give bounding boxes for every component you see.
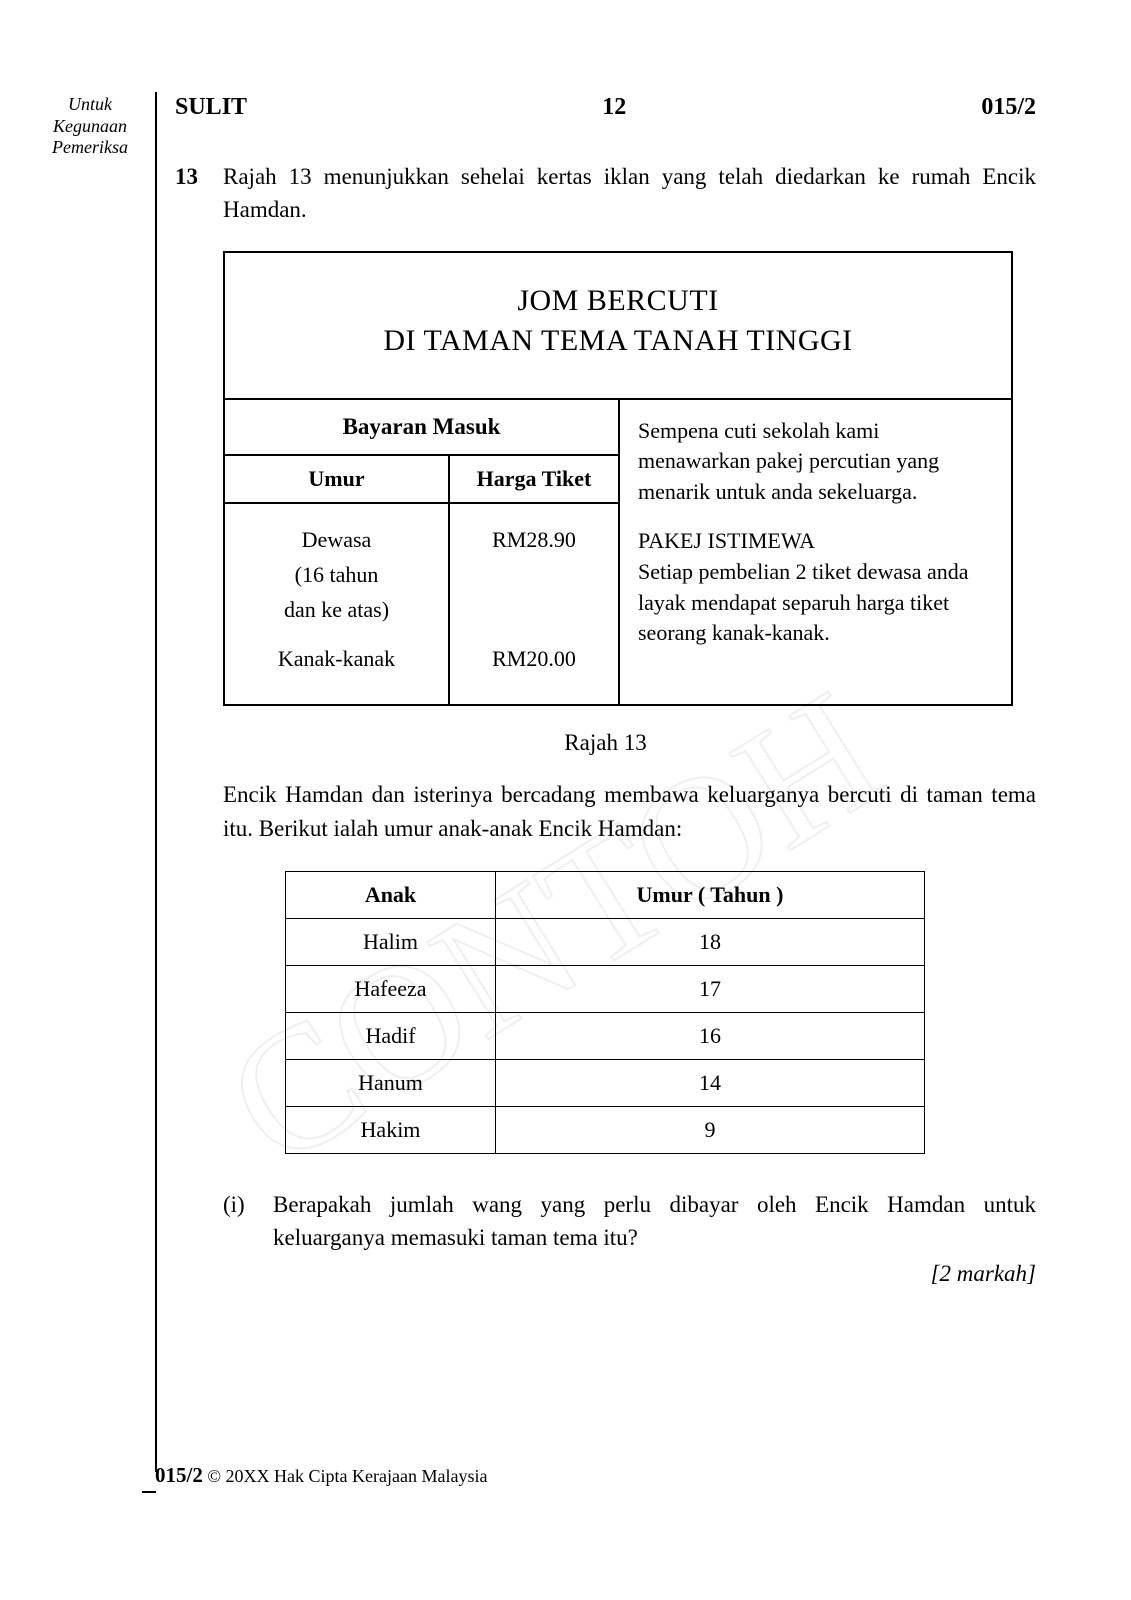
price-body: Dewasa (16 tahun dan ke atas) Kanak-kana… xyxy=(225,504,618,705)
col-umur-header: Umur xyxy=(225,456,450,502)
child-age: 14 xyxy=(496,1060,925,1107)
subq-text: Berapakah jumlah wang yang perlu dibayar… xyxy=(273,1188,1036,1255)
page-header: SULIT 12 015/2 xyxy=(175,94,1036,121)
flyer-title-line: JOM BERCUTI xyxy=(245,281,991,322)
paragraph-2: Encik Hamdan dan isterinya bercadang mem… xyxy=(223,778,1036,845)
figure-caption: Rajah 13 xyxy=(175,730,1036,756)
child-name: Hadif xyxy=(286,1013,496,1060)
dewasa-sub: dan ke atas) xyxy=(235,592,438,627)
col-umur-cells: Dewasa (16 tahun dan ke atas) Kanak-kana… xyxy=(225,504,450,705)
children-col-anak: Anak xyxy=(286,872,496,919)
child-name: Hakim xyxy=(286,1107,496,1154)
flyer-body: Bayaran Masuk Umur Harga Tiket Dewasa (1… xyxy=(225,398,1011,705)
dewasa-price: RM28.90 xyxy=(460,522,608,557)
page-footer: 015/2 © 20XX Hak Cipta Kerajaan Malaysia xyxy=(155,1463,487,1488)
margin-rule-tick xyxy=(142,1491,156,1493)
child-age: 17 xyxy=(496,966,925,1013)
col-harga-header: Harga Tiket xyxy=(450,456,618,502)
child-age: 16 xyxy=(496,1013,925,1060)
flyer-box: JOM BERCUTI DI TAMAN TEMA TANAH TINGGI B… xyxy=(223,251,1013,707)
table-row: Hakim9 xyxy=(286,1107,925,1154)
child-name: Hanum xyxy=(286,1060,496,1107)
children-col-umur: Umur ( Tahun ) xyxy=(496,872,925,919)
question-row: 13 Rajah 13 menunjukkan sehelai kertas i… xyxy=(175,160,1036,227)
footer-code: 015/2 xyxy=(155,1463,203,1487)
child-age: 18 xyxy=(496,919,925,966)
flyer-left: Bayaran Masuk Umur Harga Tiket Dewasa (1… xyxy=(225,400,620,705)
kanak-price: RM20.00 xyxy=(460,641,608,676)
table-row: Halim18 xyxy=(286,919,925,966)
pakej-body: Setiap pembelian 2 tiket dewasa anda lay… xyxy=(638,557,993,649)
child-name: Halim xyxy=(286,919,496,966)
header-left: SULIT xyxy=(175,94,247,121)
price-header-row: Umur Harga Tiket xyxy=(225,456,618,504)
kanak-label: Kanak-kanak xyxy=(235,641,438,676)
dewasa-label: Dewasa xyxy=(235,522,438,557)
dewasa-sub: (16 tahun xyxy=(235,557,438,592)
margin-note-line: Pemeriksa xyxy=(35,137,145,159)
bayaran-header: Bayaran Masuk xyxy=(225,400,618,456)
question-intro: Rajah 13 menunjukkan sehelai kertas ikla… xyxy=(223,160,1036,227)
marks-label: [2 markah] xyxy=(223,1261,1036,1287)
content-area: 13 Rajah 13 menunjukkan sehelai kertas i… xyxy=(175,160,1036,1287)
sub-question: (i) Berapakah jumlah wang yang perlu dib… xyxy=(223,1188,1036,1255)
child-name: Hafeeza xyxy=(286,966,496,1013)
footer-rest: © 20XX Hak Cipta Kerajaan Malaysia xyxy=(203,1466,488,1486)
flyer-title-line: DI TAMAN TEMA TANAH TINGGI xyxy=(245,321,991,362)
table-row: Hafeeza17 xyxy=(286,966,925,1013)
flyer-right: Sempena cuti sekolah kami menawarkan pak… xyxy=(620,400,1011,705)
table-row: Hadif16 xyxy=(286,1013,925,1060)
table-row: Hanum14 xyxy=(286,1060,925,1107)
col-harga-cells: RM28.90 RM20.00 xyxy=(450,504,618,705)
header-page-number: 12 xyxy=(602,94,626,121)
margin-note-line: Untuk xyxy=(35,94,145,116)
child-age: 9 xyxy=(496,1107,925,1154)
pakej-title: PAKEJ ISTIMEWA xyxy=(638,526,993,557)
promo-intro: Sempena cuti sekolah kami menawarkan pak… xyxy=(638,416,993,508)
subq-number: (i) xyxy=(223,1188,263,1255)
margin-note-line: Kegunaan xyxy=(35,116,145,138)
header-code: 015/2 xyxy=(981,94,1036,121)
children-table: Anak Umur ( Tahun ) Halim18Hafeeza17Hadi… xyxy=(285,871,925,1154)
question-number: 13 xyxy=(175,160,209,227)
examiner-margin-note: Untuk Kegunaan Pemeriksa xyxy=(35,94,145,159)
flyer-title: JOM BERCUTI DI TAMAN TEMA TANAH TINGGI xyxy=(225,253,1011,398)
margin-rule xyxy=(155,92,157,1472)
